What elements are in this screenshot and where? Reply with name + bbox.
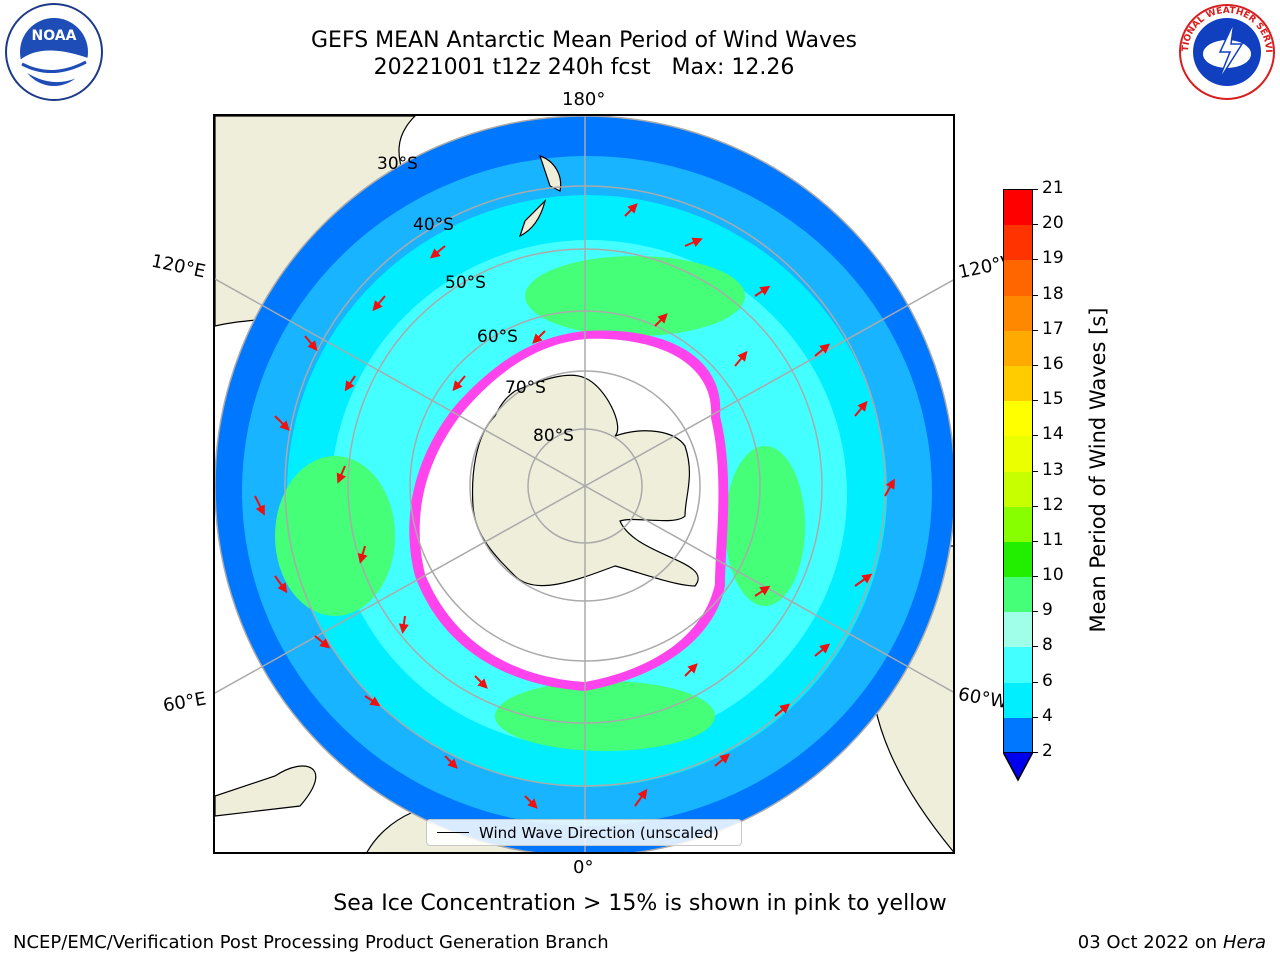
colorbar-tick-mark — [1032, 681, 1038, 683]
lat-label-80s: 80°S — [533, 426, 574, 446]
colorbar-tick-label: 18 — [1042, 283, 1064, 304]
colorbar-tick-mark — [1032, 294, 1038, 296]
colorbar-tick-mark — [1032, 540, 1038, 542]
chart-title: GEFS MEAN Antarctic Mean Period of Wind … — [311, 28, 857, 53]
colorbar-segment — [1004, 295, 1032, 331]
colorbar-tick-label: 17 — [1042, 318, 1064, 339]
colorbar-tick-label: 8 — [1042, 635, 1053, 656]
wind-wave-arrows — [254, 203, 895, 809]
colorbar-tick-label: 15 — [1042, 389, 1064, 410]
colorbar-tick-mark — [1032, 189, 1038, 190]
footer-host: Hera — [1222, 932, 1266, 953]
map-legend: Wind Wave Direction (unscaled) — [426, 819, 742, 846]
footer-date-text: 03 Oct 2022 on — [1077, 932, 1223, 953]
colorbar-segment — [1004, 647, 1032, 683]
colorbar-segment — [1004, 682, 1032, 718]
colorbar-segment — [1004, 506, 1032, 542]
noaa-logo: NOAA — [5, 3, 103, 101]
colorbar-segment — [1004, 260, 1032, 296]
colorbar-tick-label: 16 — [1042, 353, 1064, 374]
colorbar-tick-mark — [1032, 329, 1038, 331]
lat-label-40s: 40°S — [413, 215, 454, 235]
colorbar-segment — [1004, 612, 1032, 648]
lat-label-30s: 30°S — [377, 154, 418, 174]
colorbar-tick-label: 13 — [1042, 459, 1064, 480]
swell-patch-east — [725, 446, 805, 606]
colorbar-segment — [1004, 365, 1032, 402]
lon-label-180: 180° — [562, 89, 606, 110]
lon-label-60e: 60°E — [161, 688, 208, 717]
colorbar-tick-mark — [1032, 611, 1038, 613]
graticule — [215, 116, 953, 852]
colorbar-tick-mark — [1032, 400, 1038, 402]
land-madagascar — [215, 765, 317, 817]
colorbar-segment — [1004, 401, 1032, 437]
colorbar-segment — [1004, 577, 1032, 613]
colorbar-tick-label: 20 — [1042, 213, 1064, 234]
colorbar-under-triangle — [1003, 752, 1033, 782]
colorbar-tick-mark — [1032, 646, 1038, 648]
sea-ice-note: Sea Ice Concentration > 15% is shown in … — [333, 891, 947, 916]
colorbar-segment — [1004, 541, 1032, 578]
footer-credit: NCEP/EMC/Verification Post Processing Pr… — [13, 932, 609, 953]
polar-map: 30°S 40°S 50°S 60°S 70°S 80°S — [213, 114, 955, 854]
lat-label-60s: 60°S — [477, 327, 518, 347]
colorbar — [1003, 189, 1033, 753]
colorbar-tick-mark — [1032, 435, 1038, 437]
chart-subtitle: 20221001 t12z 240h fcst Max: 12.26 — [373, 55, 795, 80]
colorbar-tick-label: 19 — [1042, 248, 1064, 269]
colorbar-tick-label: 4 — [1042, 705, 1053, 726]
legend-label: Wind Wave Direction (unscaled) — [479, 823, 719, 842]
footer-date: 03 Oct 2022 on Hera — [1078, 932, 1266, 953]
colorbar-segment — [1004, 436, 1032, 472]
colorbar-label: Mean Period of Wind Waves [s] — [1086, 307, 1110, 633]
lat-label-50s: 50°S — [445, 273, 486, 293]
colorbar-segment — [1004, 330, 1032, 366]
colorbar-segment — [1004, 471, 1032, 507]
legend-line-swatch — [437, 832, 469, 833]
colorbar-tick-label: 6 — [1042, 670, 1053, 691]
polar-map-svg: 30°S 40°S 50°S 60°S 70°S 80°S — [215, 116, 953, 852]
colorbar-tick-mark — [1032, 505, 1038, 507]
colorbar-tick-label: 2 — [1042, 741, 1053, 761]
noaa-logo-text: NOAA — [32, 28, 77, 44]
colorbar-segment — [1004, 225, 1032, 261]
colorbar-tick-label: 9 — [1042, 600, 1053, 621]
colorbar-tick-label: 10 — [1042, 565, 1064, 586]
colorbar-tick-label: 11 — [1042, 529, 1064, 550]
nws-logo: NATIONAL WEATHER SERVICE — [1176, 2, 1275, 100]
swell-patch-north — [525, 256, 745, 336]
colorbar-tick-mark — [1032, 752, 1038, 753]
colorbar-segment — [1004, 717, 1032, 753]
swell-patch-south — [495, 681, 715, 751]
lon-label-0: 0° — [573, 857, 594, 878]
colorbar-tick-mark — [1032, 470, 1038, 472]
colorbar-tick-mark — [1032, 259, 1038, 261]
land-new-zealand — [518, 155, 562, 238]
colorbar-tick-mark — [1032, 576, 1038, 578]
colorbar-segment — [1004, 190, 1032, 226]
colorbar-tick-label: 12 — [1042, 494, 1064, 515]
lon-label-60w: 60°W — [956, 683, 1010, 714]
colorbar-tick-label: 21 — [1042, 178, 1064, 198]
swell-patch-west — [275, 456, 395, 616]
colorbar-tick-label: 14 — [1042, 424, 1064, 445]
lat-label-70s: 70°S — [505, 378, 546, 398]
lon-label-120e: 120°E — [149, 250, 208, 283]
colorbar-tick-mark — [1032, 716, 1038, 718]
colorbar-tick-mark — [1032, 364, 1038, 366]
colorbar-tick-mark — [1032, 224, 1038, 226]
